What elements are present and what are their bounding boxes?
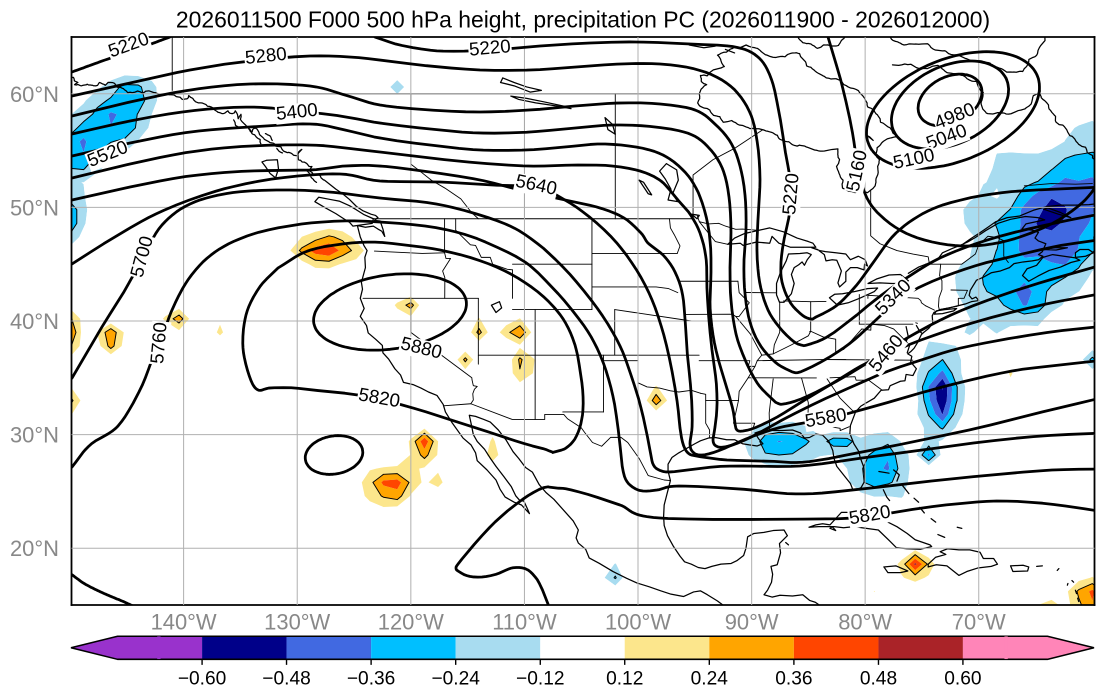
- svg-text:−0.12: −0.12: [516, 668, 564, 689]
- svg-text:40°N: 40°N: [10, 309, 59, 334]
- svg-text:80°W: 80°W: [838, 609, 892, 634]
- svg-text:100°W: 100°W: [605, 609, 671, 634]
- svg-text:5400: 5400: [275, 99, 319, 124]
- svg-text:5220: 5220: [778, 172, 803, 215]
- svg-text:5220: 5220: [468, 35, 511, 60]
- svg-text:0.36: 0.36: [775, 668, 812, 689]
- svg-text:130°W: 130°W: [264, 609, 330, 634]
- svg-text:2026011500 F000 500 hPa height: 2026011500 F000 500 hPa height, precipit…: [176, 6, 990, 32]
- svg-text:70°W: 70°W: [952, 609, 1006, 634]
- svg-text:140°W: 140°W: [151, 609, 217, 634]
- svg-text:20°N: 20°N: [10, 536, 59, 561]
- svg-text:−0.48: −0.48: [262, 668, 310, 689]
- svg-text:0.24: 0.24: [691, 668, 729, 689]
- svg-text:30°N: 30°N: [10, 423, 59, 448]
- svg-text:5760: 5760: [146, 321, 171, 364]
- svg-text:120°W: 120°W: [378, 609, 444, 634]
- svg-text:50°N: 50°N: [10, 195, 59, 220]
- svg-text:−0.60: −0.60: [178, 668, 226, 689]
- svg-text:0.60: 0.60: [944, 668, 981, 689]
- svg-text:0.12: 0.12: [606, 668, 643, 689]
- svg-text:110°W: 110°W: [492, 609, 557, 634]
- svg-text:5280: 5280: [244, 43, 288, 68]
- svg-text:60°N: 60°N: [10, 82, 59, 107]
- svg-text:0.48: 0.48: [860, 668, 897, 689]
- svg-text:−0.24: −0.24: [431, 668, 480, 689]
- svg-text:−0.36: −0.36: [347, 668, 395, 689]
- svg-text:90°W: 90°W: [725, 609, 779, 634]
